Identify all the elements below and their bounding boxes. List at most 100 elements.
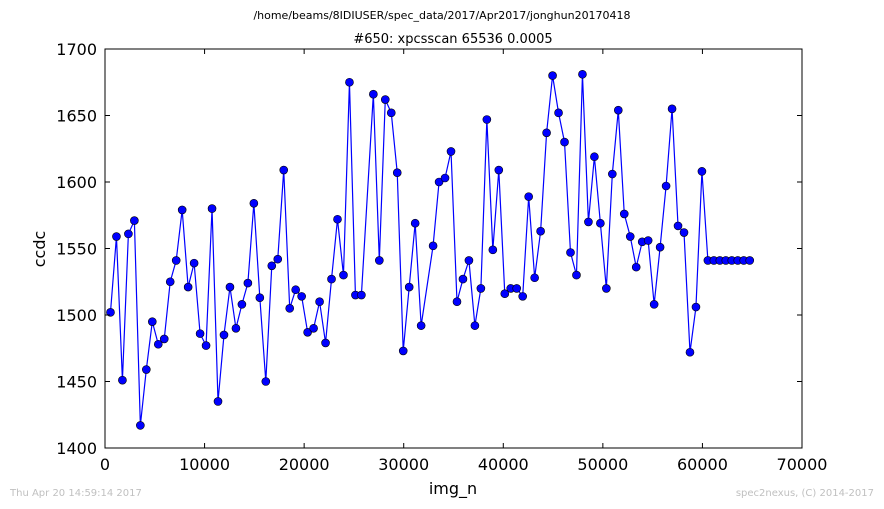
data-point: [171, 256, 181, 265]
data-point: [542, 128, 551, 138]
plot-frame: [104, 48, 803, 449]
data-point: [679, 228, 689, 237]
series-line: [109, 74, 750, 426]
x-tick-label: 10000: [179, 455, 230, 474]
data-point: [655, 242, 665, 252]
data-point: [333, 214, 342, 224]
x-axis-label: img_n: [429, 479, 477, 499]
data-point: [602, 284, 611, 293]
data-point: [249, 198, 259, 208]
x-tick-label: 60000: [677, 455, 728, 474]
data-point: [339, 270, 348, 280]
data-point: [428, 241, 438, 251]
y-tick-label: 1600: [56, 173, 97, 192]
data-point: [440, 173, 450, 183]
y-tick-label: 1500: [56, 306, 97, 325]
data-point: [452, 297, 462, 307]
data-point: [488, 245, 498, 255]
data-point: [261, 377, 271, 386]
data-point: [201, 341, 211, 350]
x-tick-label: 70000: [777, 455, 828, 474]
data-point: [613, 105, 623, 115]
data-point: [566, 248, 575, 257]
chart-title: #650: xpcsscan 65536 0.0005: [353, 32, 552, 47]
data-point: [625, 232, 635, 241]
data-point: [470, 321, 480, 330]
data-point: [165, 277, 175, 287]
data-point: [189, 258, 199, 268]
data-point: [404, 282, 414, 292]
data-point: [410, 218, 420, 228]
data-point: [596, 218, 605, 228]
data-point: [392, 168, 402, 177]
data-point: [237, 300, 247, 309]
data-point: [482, 115, 492, 124]
data-point: [661, 181, 671, 191]
data-point: [375, 256, 384, 265]
y-tick-label: 1700: [56, 40, 97, 59]
data-point: [554, 108, 563, 118]
data-point: [195, 329, 205, 338]
data-point: [590, 152, 599, 162]
data-point: [213, 397, 223, 406]
data-point: [631, 262, 641, 272]
data-point: [255, 293, 265, 303]
data-point: [106, 308, 115, 317]
data-point: [608, 169, 617, 179]
x-tick-label: 30000: [378, 455, 429, 474]
data-point: [315, 297, 324, 307]
data-point: [183, 282, 193, 292]
data-point: [667, 104, 677, 114]
data-point: [578, 69, 587, 79]
data-point: [416, 321, 426, 330]
data-point: [548, 71, 557, 80]
data-point: [124, 229, 133, 239]
data-point: [536, 226, 545, 236]
data-point: [380, 95, 390, 104]
x-tick-label: 20000: [279, 455, 330, 474]
data-point: [225, 282, 235, 292]
data-point: [303, 327, 312, 337]
data-point: [673, 221, 683, 231]
data-point: [321, 338, 330, 348]
data-point: [309, 323, 318, 333]
data-point: [476, 284, 486, 293]
data-point: [142, 365, 151, 374]
copyright-footer: spec2nexus, (C) 2014-2017: [735, 488, 874, 499]
data-point: [643, 236, 653, 245]
file-path-header: /home/beams/8IDIUSER/spec_data/2017/Apr2…: [253, 9, 630, 22]
y-tick-label: 1650: [56, 107, 97, 126]
x-tick-label: 50000: [577, 455, 628, 474]
data-point: [153, 339, 163, 349]
data-point: [327, 274, 336, 284]
data-point: [386, 108, 396, 118]
data-point: [685, 347, 695, 357]
x-tick-label: 40000: [478, 455, 529, 474]
data-point: [177, 205, 187, 215]
data-point: [434, 177, 444, 187]
data-point: [369, 89, 378, 99]
data-point: [518, 292, 528, 301]
data-point: [207, 204, 217, 213]
data-point: [500, 289, 510, 299]
data-point: [524, 192, 533, 201]
data-point: [560, 137, 569, 147]
data-point: [649, 300, 659, 309]
data-point: [458, 274, 468, 284]
data-point: [345, 77, 354, 87]
data-point: [267, 261, 277, 271]
data-point: [231, 323, 241, 333]
y-tick-label: 1400: [56, 439, 97, 458]
data-point: [697, 167, 707, 176]
data-point: [243, 278, 253, 288]
data-point: [745, 256, 755, 265]
timestamp-footer: Thu Apr 20 14:59:14 2017: [10, 488, 142, 499]
data-point: [291, 285, 300, 295]
x-tick-label: 0: [100, 455, 110, 474]
y-tick-label: 1550: [56, 240, 97, 259]
data-point: [297, 292, 306, 301]
data-point: [112, 232, 121, 241]
data-point: [136, 421, 145, 430]
data-point: [530, 273, 539, 283]
